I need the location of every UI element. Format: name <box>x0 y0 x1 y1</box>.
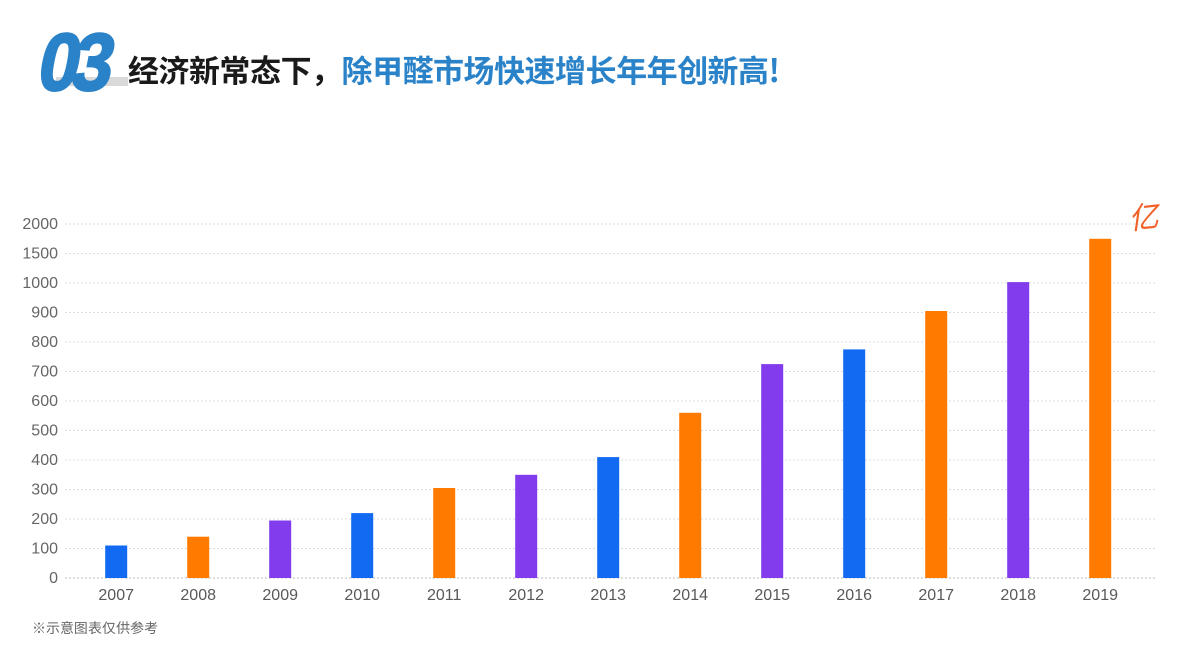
svg-text:2018: 2018 <box>1000 587 1036 604</box>
svg-text:2010: 2010 <box>344 587 380 604</box>
svg-text:2008: 2008 <box>180 587 216 604</box>
svg-text:2012: 2012 <box>508 587 544 604</box>
svg-text:700: 700 <box>31 364 58 381</box>
svg-text:600: 600 <box>31 393 58 410</box>
svg-text:2015: 2015 <box>754 587 790 604</box>
svg-text:200: 200 <box>31 511 58 528</box>
svg-text:100: 100 <box>31 541 58 558</box>
svg-text:2016: 2016 <box>836 587 872 604</box>
svg-text:2013: 2013 <box>590 587 626 604</box>
svg-text:300: 300 <box>31 482 58 499</box>
svg-text:800: 800 <box>31 334 58 351</box>
svg-text:2017: 2017 <box>918 587 954 604</box>
svg-text:1500: 1500 <box>22 246 58 263</box>
svg-text:2009: 2009 <box>262 587 298 604</box>
svg-text:2019: 2019 <box>1082 587 1118 604</box>
svg-text:2000: 2000 <box>22 216 58 233</box>
svg-text:2007: 2007 <box>98 587 134 604</box>
svg-text:900: 900 <box>31 305 58 322</box>
svg-text:400: 400 <box>31 452 58 469</box>
svg-text:2011: 2011 <box>427 587 462 604</box>
svg-text:500: 500 <box>31 423 58 440</box>
svg-text:0: 0 <box>49 570 58 587</box>
svg-text:1000: 1000 <box>22 275 58 292</box>
svg-text:2014: 2014 <box>672 587 708 604</box>
